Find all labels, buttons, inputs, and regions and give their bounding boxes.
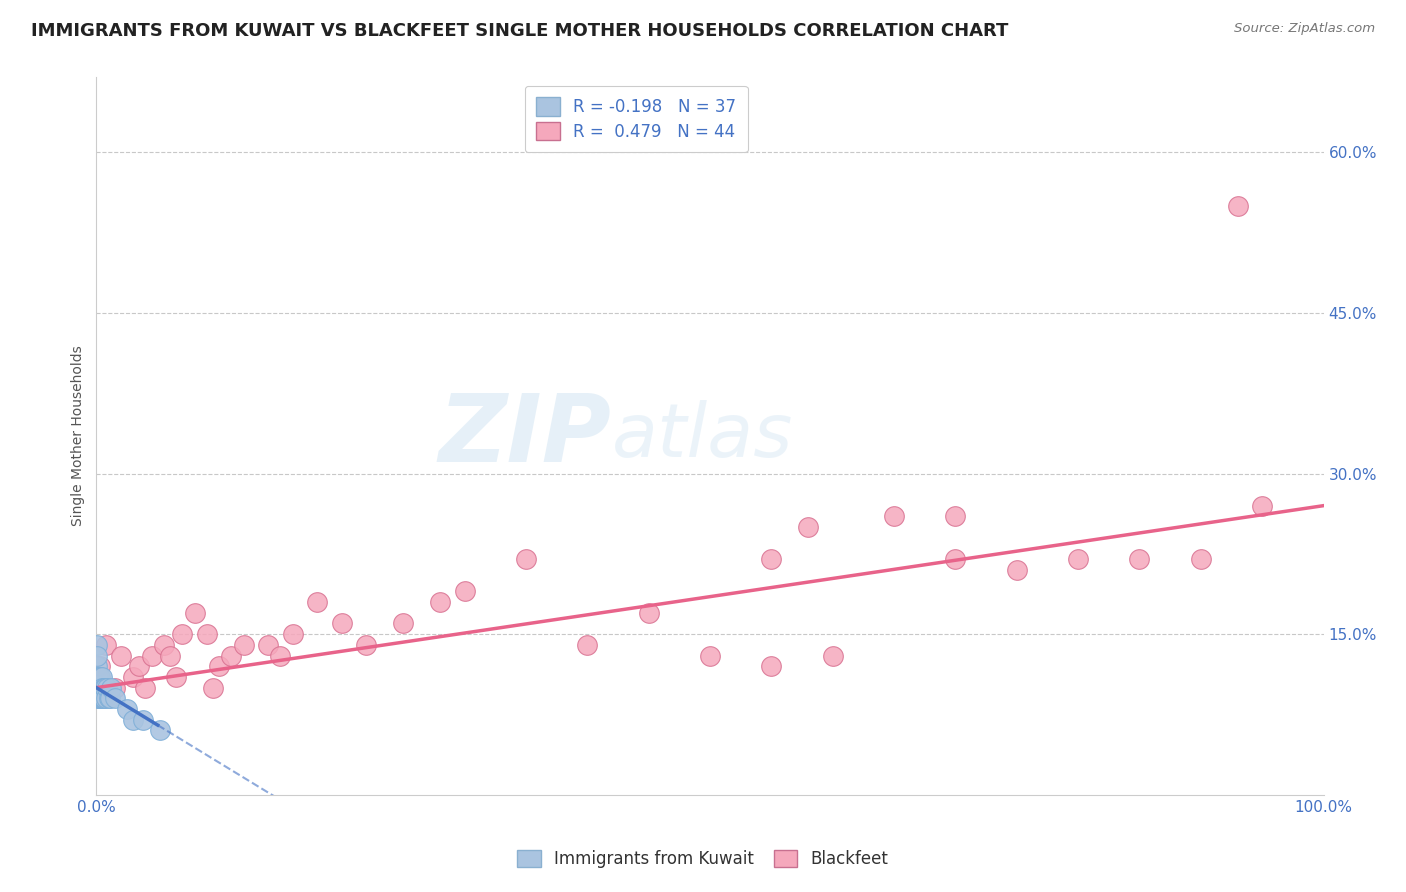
Point: [429, 595, 451, 609]
Point: [208, 659, 231, 673]
Point: [392, 616, 415, 631]
Point: [257, 638, 280, 652]
Point: [98, 691, 121, 706]
Point: [797, 520, 820, 534]
Point: [100, 681, 122, 695]
Point: [132, 713, 155, 727]
Point: [86, 638, 108, 652]
Point: [89, 670, 111, 684]
Point: [91, 681, 114, 695]
Point: [1251, 499, 1274, 513]
Point: [945, 509, 967, 524]
Point: [86, 659, 108, 673]
Point: [93, 691, 115, 706]
Point: [96, 638, 118, 652]
Point: [86, 670, 108, 684]
Point: [883, 509, 905, 524]
Point: [761, 552, 783, 566]
Point: [183, 606, 205, 620]
Point: [515, 552, 537, 566]
Point: [89, 659, 111, 673]
Point: [115, 702, 138, 716]
Point: [91, 691, 114, 706]
Point: [87, 681, 110, 695]
Point: [269, 648, 291, 663]
Point: [134, 681, 156, 695]
Point: [141, 648, 163, 663]
Legend: R = -0.198   N = 37, R =  0.479   N = 44: R = -0.198 N = 37, R = 0.479 N = 44: [524, 86, 748, 153]
Text: Source: ZipAtlas.com: Source: ZipAtlas.com: [1234, 22, 1375, 36]
Point: [122, 713, 145, 727]
Point: [89, 681, 111, 695]
Point: [153, 638, 176, 652]
Point: [87, 691, 110, 706]
Point: [104, 681, 127, 695]
Point: [201, 681, 224, 695]
Point: [1226, 199, 1249, 213]
Point: [96, 681, 118, 695]
Y-axis label: Single Mother Households: Single Mother Households: [72, 346, 86, 526]
Point: [93, 681, 115, 695]
Point: [91, 691, 114, 706]
Point: [221, 648, 243, 663]
Point: [96, 691, 118, 706]
Point: [86, 648, 108, 663]
Point: [307, 595, 329, 609]
Point: [104, 691, 127, 706]
Point: [90, 681, 112, 695]
Point: [159, 648, 181, 663]
Point: [87, 670, 110, 684]
Point: [356, 638, 378, 652]
Point: [281, 627, 304, 641]
Point: [90, 681, 112, 695]
Point: [97, 691, 120, 706]
Point: [945, 552, 967, 566]
Point: [637, 606, 659, 620]
Point: [89, 691, 111, 706]
Point: [128, 659, 150, 673]
Point: [86, 681, 108, 695]
Point: [1189, 552, 1212, 566]
Point: [1005, 563, 1028, 577]
Point: [699, 648, 721, 663]
Point: [90, 691, 112, 706]
Text: ZIP: ZIP: [439, 390, 612, 482]
Point: [821, 648, 844, 663]
Point: [94, 681, 117, 695]
Point: [761, 659, 783, 673]
Point: [87, 691, 110, 706]
Point: [122, 670, 145, 684]
Point: [330, 616, 353, 631]
Point: [165, 670, 187, 684]
Point: [232, 638, 254, 652]
Point: [195, 627, 218, 641]
Text: IMMIGRANTS FROM KUWAIT VS BLACKFEET SINGLE MOTHER HOUSEHOLDS CORRELATION CHART: IMMIGRANTS FROM KUWAIT VS BLACKFEET SING…: [31, 22, 1008, 40]
Point: [1128, 552, 1150, 566]
Legend: Immigrants from Kuwait, Blackfeet: Immigrants from Kuwait, Blackfeet: [510, 843, 896, 875]
Point: [87, 681, 110, 695]
Point: [89, 681, 111, 695]
Point: [172, 627, 194, 641]
Point: [90, 691, 112, 706]
Point: [453, 584, 475, 599]
Point: [87, 670, 110, 684]
Point: [90, 670, 112, 684]
Point: [87, 681, 110, 695]
Point: [576, 638, 599, 652]
Point: [110, 648, 132, 663]
Point: [1067, 552, 1090, 566]
Point: [149, 723, 172, 738]
Text: atlas: atlas: [612, 401, 793, 472]
